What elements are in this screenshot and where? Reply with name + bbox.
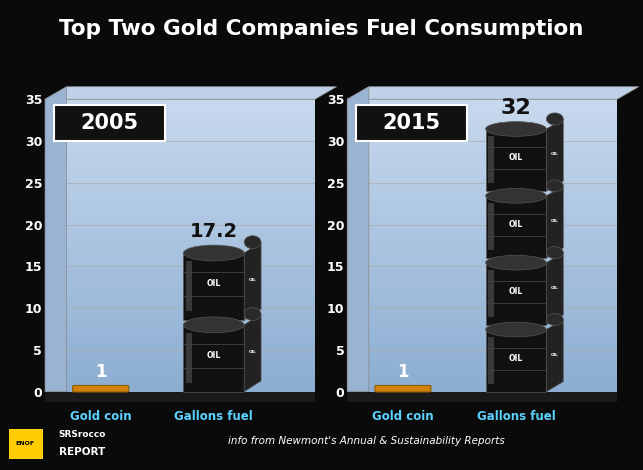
- Text: Gold coin: Gold coin: [70, 410, 132, 423]
- Polygon shape: [547, 253, 563, 325]
- Text: OIL: OIL: [551, 353, 559, 357]
- Text: OIL: OIL: [206, 279, 221, 289]
- Text: 1: 1: [95, 363, 107, 381]
- Bar: [45, 392, 315, 402]
- Bar: [485, 129, 547, 191]
- Bar: [485, 329, 547, 392]
- Text: 2015: 2015: [383, 113, 440, 133]
- Ellipse shape: [547, 313, 563, 326]
- Ellipse shape: [547, 247, 563, 258]
- Polygon shape: [347, 86, 639, 99]
- Text: Gold coin: Gold coin: [372, 410, 434, 423]
- Text: Top Two Gold Companies Fuel Consumption: Top Two Gold Companies Fuel Consumption: [59, 19, 584, 39]
- Text: SRSrocco: SRSrocco: [59, 431, 106, 439]
- Text: OIL: OIL: [509, 287, 523, 296]
- Text: Gallons fuel: Gallons fuel: [476, 410, 556, 423]
- Text: OIL: OIL: [551, 286, 559, 290]
- Text: OIL: OIL: [551, 219, 559, 223]
- Bar: [347, 392, 617, 402]
- Polygon shape: [45, 86, 337, 99]
- Polygon shape: [244, 242, 261, 320]
- Bar: [488, 270, 494, 317]
- Text: REPORT: REPORT: [59, 447, 105, 457]
- Polygon shape: [547, 320, 563, 392]
- Text: OIL: OIL: [509, 354, 523, 363]
- Polygon shape: [547, 119, 563, 191]
- Ellipse shape: [485, 188, 547, 203]
- Bar: [485, 263, 547, 325]
- Ellipse shape: [244, 236, 261, 249]
- Bar: [186, 261, 192, 311]
- Ellipse shape: [244, 307, 261, 321]
- Text: 32: 32: [501, 98, 531, 118]
- Text: ENOF: ENOF: [15, 441, 34, 446]
- Ellipse shape: [485, 122, 547, 136]
- Ellipse shape: [485, 255, 547, 270]
- Text: 2005: 2005: [80, 113, 138, 133]
- Ellipse shape: [547, 180, 563, 192]
- FancyBboxPatch shape: [356, 105, 467, 141]
- Text: OIL: OIL: [206, 351, 221, 360]
- Polygon shape: [45, 86, 67, 392]
- FancyBboxPatch shape: [54, 105, 165, 141]
- Bar: [186, 333, 192, 383]
- Text: 1: 1: [397, 363, 409, 381]
- Polygon shape: [547, 186, 563, 258]
- Bar: [488, 136, 494, 183]
- Text: info from Newmont's Annual & Sustainability Reports: info from Newmont's Annual & Sustainabil…: [228, 437, 505, 446]
- Text: OIL: OIL: [509, 220, 523, 229]
- Bar: [488, 203, 494, 250]
- Text: 17.2: 17.2: [190, 222, 238, 241]
- Ellipse shape: [485, 322, 547, 337]
- Polygon shape: [244, 314, 261, 392]
- FancyBboxPatch shape: [73, 385, 129, 392]
- Text: OIL: OIL: [509, 153, 523, 162]
- Polygon shape: [347, 86, 369, 392]
- Text: Gallons fuel: Gallons fuel: [174, 410, 253, 423]
- Text: OIL: OIL: [249, 350, 257, 354]
- Ellipse shape: [547, 113, 563, 125]
- Bar: [9, 430, 43, 459]
- Text: OIL: OIL: [249, 278, 257, 282]
- Ellipse shape: [183, 245, 244, 261]
- Bar: [183, 325, 244, 392]
- Text: OIL: OIL: [551, 152, 559, 157]
- FancyBboxPatch shape: [375, 385, 431, 392]
- Bar: [183, 253, 244, 320]
- Ellipse shape: [183, 317, 244, 333]
- Bar: [485, 196, 547, 258]
- Bar: [488, 337, 494, 384]
